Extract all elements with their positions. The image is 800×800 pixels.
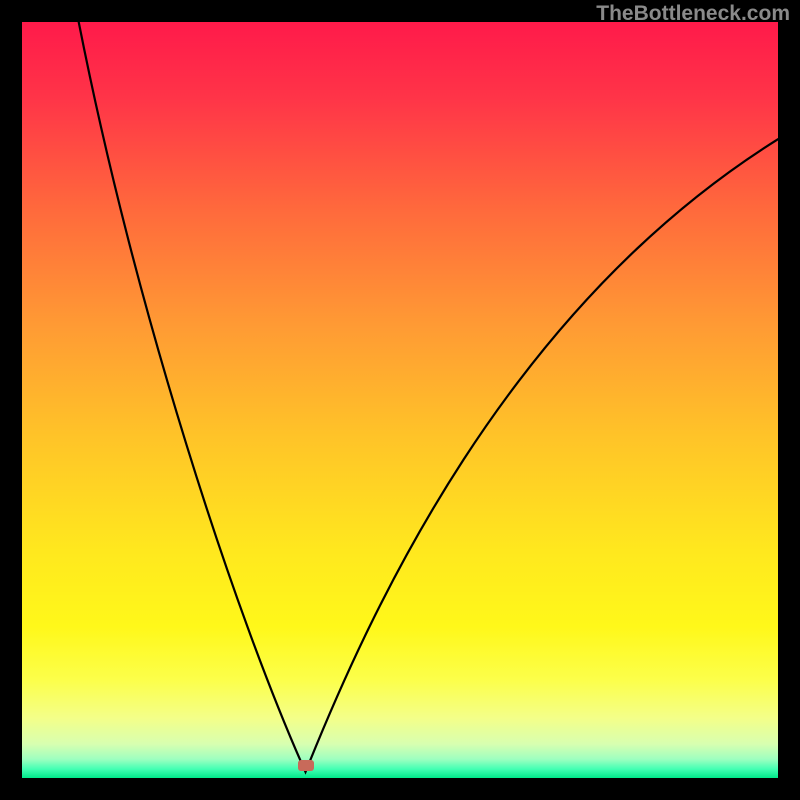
curve-path [79,22,778,772]
bottleneck-curve [22,22,778,778]
plot-area [22,22,778,778]
watermark-text: TheBottleneck.com [596,2,790,26]
optimal-point-marker [298,760,314,771]
